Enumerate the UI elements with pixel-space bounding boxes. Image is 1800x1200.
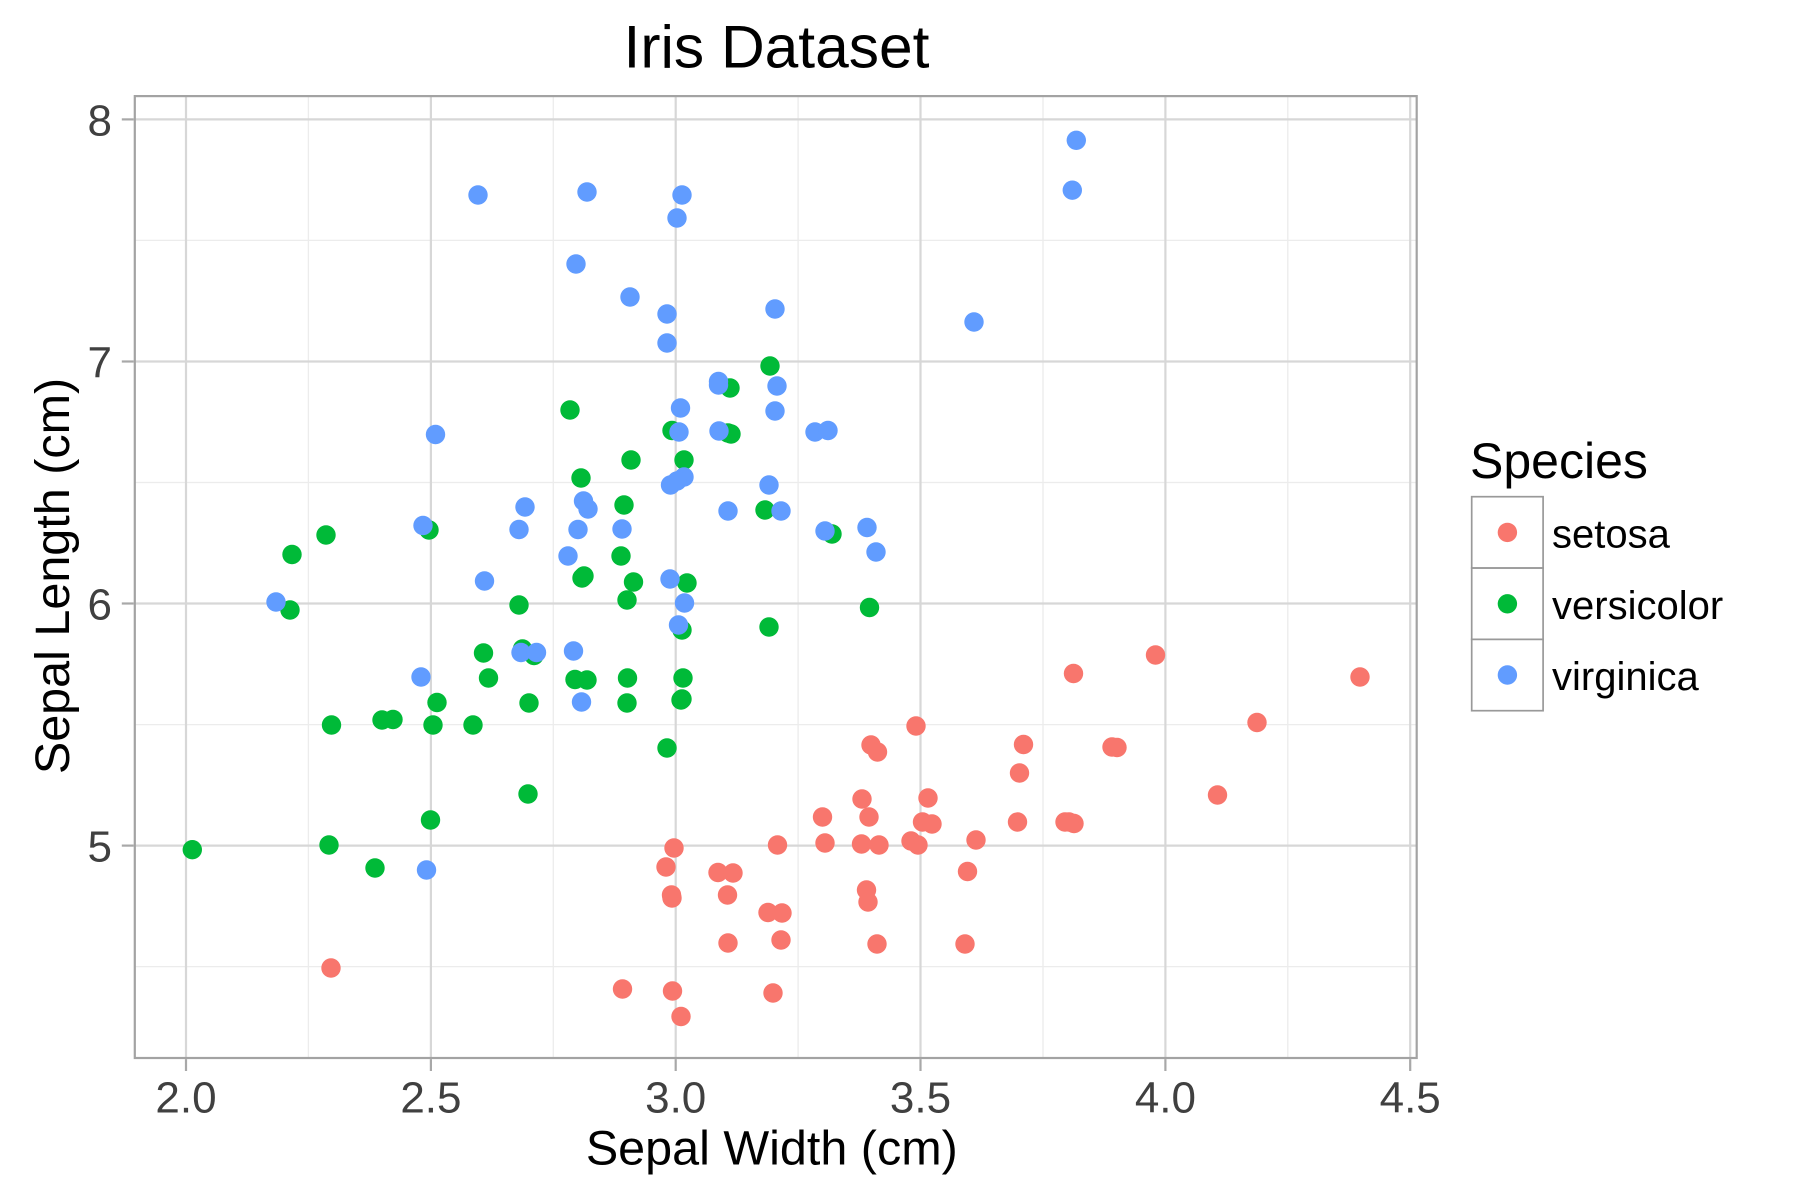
svg-text:6: 6 [88, 581, 112, 630]
svg-text:setosa: setosa [1552, 513, 1671, 557]
svg-text:virginica: virginica [1552, 655, 1699, 699]
svg-text:Sepal Length (cm): Sepal Length (cm) [26, 378, 80, 774]
svg-text:2.5: 2.5 [400, 1074, 461, 1123]
svg-text:versicolor: versicolor [1552, 584, 1723, 628]
svg-text:5: 5 [88, 823, 112, 872]
svg-text:4.0: 4.0 [1135, 1074, 1196, 1123]
svg-text:Iris Dataset: Iris Dataset [624, 12, 930, 80]
svg-text:3.5: 3.5 [890, 1074, 951, 1123]
svg-text:7: 7 [88, 339, 112, 388]
svg-text:Sepal Width (cm): Sepal Width (cm) [586, 1121, 958, 1175]
svg-text:Species: Species [1470, 433, 1648, 489]
svg-text:2.0: 2.0 [155, 1074, 216, 1123]
svg-text:4.5: 4.5 [1380, 1074, 1441, 1123]
svg-text:8: 8 [88, 96, 112, 145]
svg-text:3.0: 3.0 [645, 1074, 706, 1123]
